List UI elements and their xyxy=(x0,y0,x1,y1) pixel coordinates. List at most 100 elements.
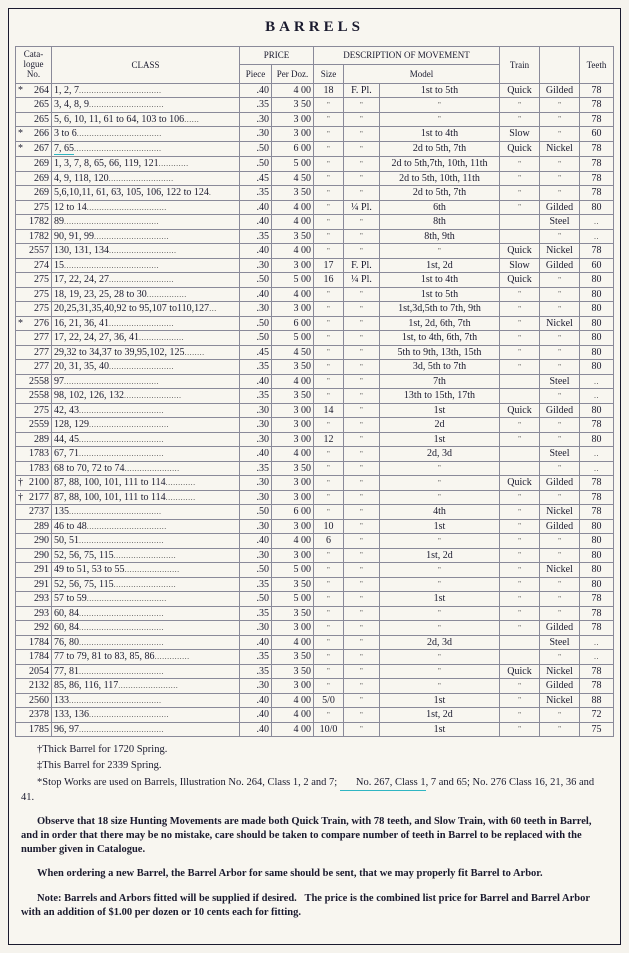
col-train: Train xyxy=(500,47,540,84)
class-cell: 29,32 to 34,37 to 39,95,102, 125........ xyxy=(52,345,240,360)
table-row: 178290, 91, 99..........................… xyxy=(16,229,614,244)
table-row: 178368 to 70, 72 to 74..................… xyxy=(16,461,614,476)
table-row: 213285, 86, 116, 117....................… xyxy=(16,679,614,694)
catalogue-no: 2560 xyxy=(16,693,52,708)
catalogue-no: 292 xyxy=(16,621,52,636)
catalogue-no: 266 xyxy=(16,127,52,142)
table-row: 2559128, 129............................… xyxy=(16,418,614,433)
class-cell: 52, 56, 75, 115......................... xyxy=(52,548,240,563)
catalogue-no: 277 xyxy=(16,331,52,346)
class-cell: 52, 56, 75, 115......................... xyxy=(52,577,240,592)
table-row: 255898, 102, 126, 132...................… xyxy=(16,389,614,404)
catalogue-no: 267 xyxy=(16,141,52,157)
col-finish xyxy=(540,47,580,84)
catalogue-no: 1783 xyxy=(16,461,52,476)
class-cell: 77 to 79, 81 to 83, 85, 86.............. xyxy=(52,650,240,665)
class-cell: 68 to 70, 72 to 74...................... xyxy=(52,461,240,476)
col-catalogue-no: Cata-logueNo. xyxy=(16,47,52,84)
catalogue-no: 2100 xyxy=(16,476,52,491)
class-cell: 60, 84.................................. xyxy=(52,606,240,621)
catalogue-no: 1784 xyxy=(16,635,52,650)
catalogue-no: 269 xyxy=(16,171,52,186)
table-head: Cata-logueNo. CLASS PRICE DESCRIPTION OF… xyxy=(16,47,614,84)
class-cell: 3 to 6.................................. xyxy=(52,127,240,142)
class-cell: 5, 6, 10, 11, 61 to 64, 103 to 106...... xyxy=(52,112,240,127)
table-row: 2655, 6, 10, 11, 61 to 64, 103 to 106...… xyxy=(16,112,614,127)
table-row: 2677, 65................................… xyxy=(16,141,614,157)
table-row: 178367, 71..............................… xyxy=(16,447,614,462)
class-cell: 130, 131, 134........................... xyxy=(52,244,240,259)
class-cell: 60, 84.................................. xyxy=(52,621,240,636)
table-row: 2695,6,10,11, 61, 63, 105, 106, 122 to 1… xyxy=(16,186,614,201)
class-cell: 1, 2, 7................................. xyxy=(52,83,240,98)
class-cell: 98, 102, 126, 132....................... xyxy=(52,389,240,404)
table-row: 29052, 56, 75, 115......................… xyxy=(16,548,614,563)
catalogue-no: 1782 xyxy=(16,229,52,244)
body-paragraph: Note: Barrels and Arbors fitted will be … xyxy=(21,892,608,920)
class-cell: 85, 86, 116, 117........................ xyxy=(52,679,240,694)
table-row: 27542, 43...............................… xyxy=(16,403,614,418)
catalogue-no: 291 xyxy=(16,577,52,592)
table-row: 217787, 88, 100, 101, 111 to 114........… xyxy=(16,490,614,505)
catalogue-no: 2378 xyxy=(16,708,52,723)
catalogue-no: 275 xyxy=(16,200,52,215)
catalogue-no: 290 xyxy=(16,548,52,563)
table-row: 29152, 56, 75, 115......................… xyxy=(16,577,614,592)
class-cell: 46 to 48................................ xyxy=(52,519,240,534)
class-cell: 4, 9, 118, 120.......................... xyxy=(52,171,240,186)
catalogue-no: 277 xyxy=(16,360,52,375)
catalogue-no: 2737 xyxy=(16,505,52,520)
table-row: 178477 to 79, 81 to 83, 85, 86..........… xyxy=(16,650,614,665)
class-cell: 77, 81.................................. xyxy=(52,664,240,679)
catalogue-no: 265 xyxy=(16,98,52,113)
table-row: 2691, 3, 7, 8, 65, 66, 119, 121.........… xyxy=(16,157,614,172)
barrels-table: Cata-logueNo. CLASS PRICE DESCRIPTION OF… xyxy=(15,46,614,737)
col-class: CLASS xyxy=(52,47,240,84)
class-cell: 133, 136................................ xyxy=(52,708,240,723)
page-title: BARRELS xyxy=(15,15,614,46)
table-row: 27517, 22, 24, 27.......................… xyxy=(16,273,614,288)
catalogue-no: 290 xyxy=(16,534,52,549)
catalogue-no: 274 xyxy=(16,258,52,273)
table-row: 2737135.................................… xyxy=(16,505,614,520)
table-row: 29357 to 59.............................… xyxy=(16,592,614,607)
catalogue-no: 275 xyxy=(16,273,52,288)
class-cell: 20,25,31,35,40,92 to 95,107 to110,127... xyxy=(52,302,240,317)
catalogue-no: 293 xyxy=(16,606,52,621)
catalogue-no: 293 xyxy=(16,592,52,607)
table-row: 27518, 19, 23, 25, 28 to 30.............… xyxy=(16,287,614,302)
class-cell: 67, 71.................................. xyxy=(52,447,240,462)
col-teeth: Teeth xyxy=(580,47,614,84)
class-cell: 133..................................... xyxy=(52,693,240,708)
class-cell: 135..................................... xyxy=(52,505,240,520)
class-cell: 89...................................... xyxy=(52,215,240,230)
col-model: Model xyxy=(343,65,499,83)
footnote: *Stop Works are used on Barrels, Illustr… xyxy=(21,776,608,805)
table-row: 2653, 4, 8, 9...........................… xyxy=(16,98,614,113)
class-cell: 16, 21, 36, 41.......................... xyxy=(52,316,240,331)
class-cell: 5,6,10,11, 61, 63, 105, 106, 122 to 124. xyxy=(52,186,240,201)
table-row: 27729,32 to 34,37 to 39,95,102, 125.....… xyxy=(16,345,614,360)
table-row: 2557130, 131, 134.......................… xyxy=(16,244,614,259)
class-cell: 76, 80.................................. xyxy=(52,635,240,650)
class-cell: 50, 51.................................. xyxy=(52,534,240,549)
col-piece: Piece xyxy=(239,65,271,83)
catalogue-no: 1783 xyxy=(16,447,52,462)
body-paragraphs: Observe that 18 size Hunting Movements a… xyxy=(21,815,608,920)
catalogue-no: 2177 xyxy=(16,490,52,505)
table-row: 2694, 9, 118, 120.......................… xyxy=(16,171,614,186)
table-row: 27616, 21, 36, 41.......................… xyxy=(16,316,614,331)
class-cell: 42, 43.................................. xyxy=(52,403,240,418)
class-cell: 20, 31, 35, 40.......................... xyxy=(52,360,240,375)
class-cell: 7, 65................................... xyxy=(52,141,240,157)
catalogue-no: 1784 xyxy=(16,650,52,665)
table-row: 27520,25,31,35,40,92 to 95,107 to110,127… xyxy=(16,302,614,317)
catalogue-no: 2054 xyxy=(16,664,52,679)
notes-section: †Thick Barrel for 1720 Spring.‡This Barr… xyxy=(15,737,614,920)
table-row: 2641, 2, 7..............................… xyxy=(16,83,614,98)
table-row: 27717, 22, 24, 27, 36, 41...............… xyxy=(16,331,614,346)
catalogue-no: 1785 xyxy=(16,722,52,737)
table-row: 178596, 97..............................… xyxy=(16,722,614,737)
catalogue-no: 2559 xyxy=(16,418,52,433)
table-row: 178476, 80..............................… xyxy=(16,635,614,650)
